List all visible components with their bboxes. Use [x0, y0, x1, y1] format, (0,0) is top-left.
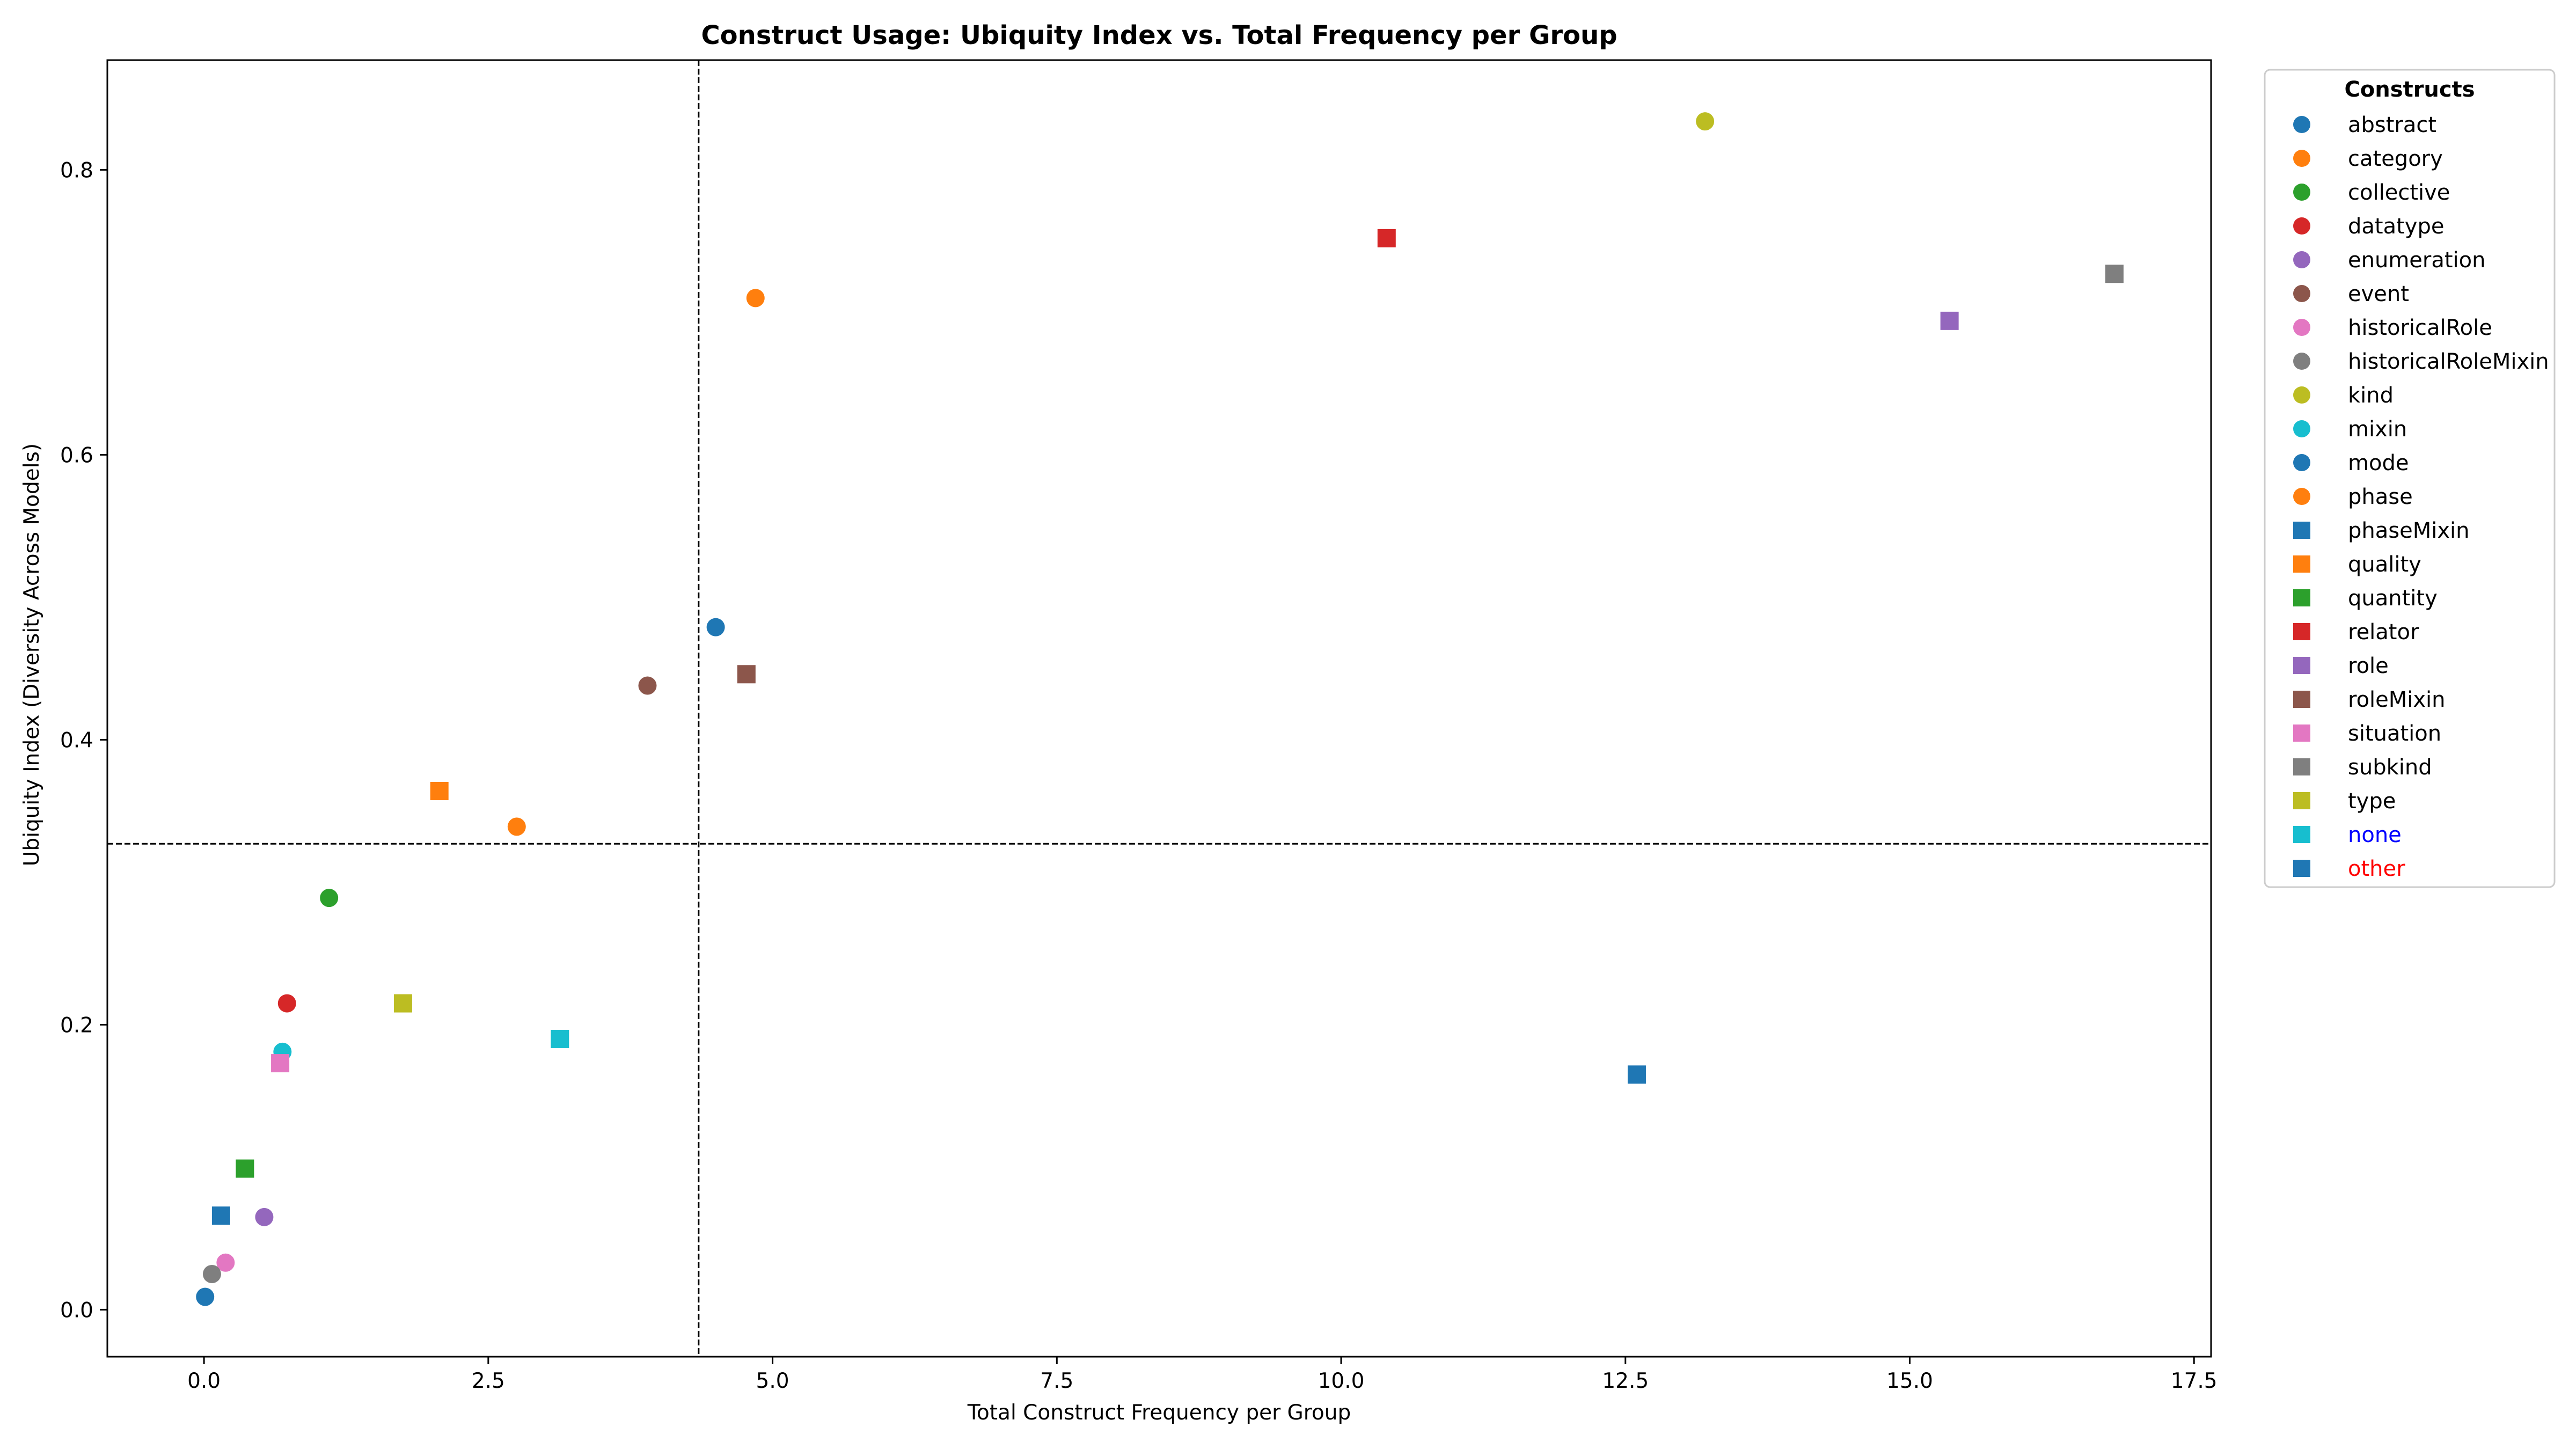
point-none: [551, 1029, 569, 1048]
point-role: [1940, 311, 1959, 330]
legend-label-roleMixin: roleMixin: [2348, 687, 2446, 712]
legend-label-kind: kind: [2348, 383, 2394, 408]
legend-label-other: other: [2348, 857, 2405, 881]
point-type: [393, 994, 412, 1013]
legend-label-relator: relator: [2348, 620, 2419, 645]
point-abstract: [706, 618, 725, 636]
legend-marker-roleMixin: [2293, 691, 2310, 708]
legend-label-quantity: quantity: [2348, 586, 2438, 611]
point-historicalRoleMixin: [202, 1265, 221, 1284]
x-tick-label: 12.5: [1602, 1369, 1649, 1393]
legend-marker-historicalRoleMixin: [2293, 353, 2310, 370]
chart-title: Construct Usage: Ubiquity Index vs. Tota…: [701, 20, 1617, 50]
x-tick-label: 15.0: [1886, 1369, 1933, 1393]
point-situation: [271, 1054, 290, 1073]
legend-label-historicalRole: historicalRole: [2348, 316, 2492, 340]
legend-label-none: none: [2348, 823, 2402, 847]
legend-title: Constructs: [2344, 77, 2475, 102]
x-axis: 0.0 2.5 5.0 7.5 10.0 12.5 15.0 17.5: [187, 1357, 2218, 1393]
legend-label-quality: quality: [2348, 552, 2421, 577]
legend-label-mixin: mixin: [2348, 417, 2407, 442]
point-phaseMixin: [211, 1206, 230, 1225]
y-tick-label: 0.6: [60, 443, 93, 467]
point-quality: [430, 781, 449, 800]
legend-label-phaseMixin: phaseMixin: [2348, 518, 2469, 543]
y-tick-label: 0.2: [60, 1013, 93, 1037]
point-subkind: [2105, 265, 2124, 283]
legend-marker-situation: [2293, 724, 2310, 742]
legend-label-category: category: [2348, 147, 2443, 171]
legend-frame: [2264, 69, 2556, 888]
y-axis: 0.0 0.2 0.4 0.6 0.8: [60, 158, 107, 1322]
x-axis-label: Total Construct Frequency per Group: [967, 1401, 1351, 1425]
legend-marker-phase: [2293, 488, 2310, 505]
legend-marker-subkind: [2293, 758, 2310, 775]
point-datatype: [277, 994, 296, 1013]
legend-marker-quality: [2293, 555, 2310, 573]
data-points: [196, 112, 2124, 1306]
legend-label-situation: situation: [2348, 721, 2441, 746]
legend-label-enumeration: enumeration: [2348, 248, 2485, 273]
point-kind: [1696, 112, 1715, 131]
legend-marker-historicalRole: [2293, 319, 2310, 336]
x-tick-label: 17.5: [2171, 1369, 2218, 1393]
y-tick-label: 0.4: [60, 728, 93, 752]
legend-label-collective: collective: [2348, 180, 2450, 205]
legend-marker-collective: [2293, 184, 2310, 201]
x-tick-label: 7.5: [1040, 1369, 1073, 1393]
point-relator: [1377, 229, 1396, 247]
legend-marker-other: [2293, 860, 2310, 877]
point-collective: [320, 889, 339, 908]
legend-label-mode: mode: [2348, 451, 2409, 475]
legend-label-datatype: datatype: [2348, 214, 2444, 239]
legend-label-abstract: abstract: [2348, 113, 2436, 137]
legend-marker-category: [2293, 150, 2310, 167]
legend-marker-event: [2293, 285, 2310, 302]
legend-items: abstract category collective datatype enumer…: [2293, 113, 2549, 881]
point-quantity: [236, 1159, 254, 1178]
legend-label-subkind: subkind: [2348, 755, 2432, 780]
legend-label-historicalRoleMixin: historicalRoleMixin: [2348, 349, 2549, 374]
y-axis-label: Ubiquity Index (Diversity Across Models): [20, 443, 44, 866]
x-tick-label: 2.5: [472, 1369, 505, 1393]
legend-marker-kind: [2293, 386, 2310, 404]
legend-label-event: event: [2348, 282, 2409, 306]
point-mode: [196, 1287, 215, 1306]
point-phase: [746, 289, 765, 308]
point-historicalRole: [216, 1253, 235, 1272]
legend-marker-abstract: [2293, 116, 2310, 133]
x-tick-label: 5.0: [756, 1369, 789, 1393]
legend: Constructs abstract category collective dat…: [2264, 69, 2556, 888]
point-roleMixin: [737, 665, 756, 684]
legend-marker-relator: [2293, 623, 2310, 640]
legend-marker-phaseMixin: [2293, 522, 2310, 539]
legend-marker-role: [2293, 657, 2310, 674]
x-tick-label: 10.0: [1318, 1369, 1365, 1393]
legend-label-phase: phase: [2348, 485, 2413, 509]
point-event: [638, 676, 657, 695]
point-enumeration: [255, 1208, 274, 1226]
legend-label-type: type: [2348, 789, 2396, 814]
legend-marker-enumeration: [2293, 251, 2310, 268]
y-tick-label: 0.8: [60, 158, 93, 182]
point-category: [507, 817, 526, 836]
legend-marker-datatype: [2293, 217, 2310, 235]
x-tick-label: 0.0: [187, 1369, 221, 1393]
legend-label-role: role: [2348, 654, 2389, 678]
legend-marker-mixin: [2293, 420, 2310, 437]
legend-marker-mode: [2293, 454, 2310, 471]
plot-frame: [106, 59, 2212, 1358]
reference-lines: [107, 60, 2211, 1357]
legend-marker-quantity: [2293, 589, 2310, 606]
y-tick-label: 0.0: [60, 1298, 93, 1322]
point-other: [1627, 1065, 1646, 1084]
legend-marker-none: [2293, 826, 2310, 843]
legend-marker-type: [2293, 792, 2310, 809]
plot-area: [106, 59, 2212, 1358]
